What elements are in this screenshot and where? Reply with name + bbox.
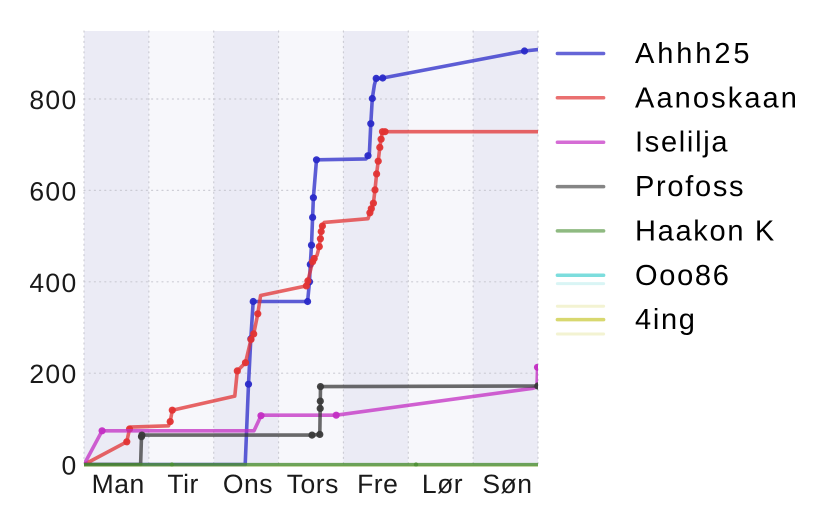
svg-text:Ons: Ons — [223, 469, 273, 499]
svg-text:4ing: 4ing — [635, 304, 697, 336]
svg-text:Iselilja: Iselilja — [635, 127, 729, 159]
svg-text:600: 600 — [29, 176, 77, 206]
svg-text:Aanoskaan: Aanoskaan — [635, 82, 799, 114]
svg-text:Ahhh25: Ahhh25 — [635, 38, 752, 70]
svg-text:400: 400 — [29, 268, 77, 298]
svg-text:800: 800 — [29, 85, 77, 115]
svg-text:Lør: Lør — [422, 469, 463, 499]
svg-text:Tors: Tors — [287, 469, 339, 499]
svg-text:Ooo86: Ooo86 — [635, 260, 731, 292]
svg-text:Søn: Søn — [482, 469, 532, 499]
svg-text:200: 200 — [29, 359, 77, 389]
svg-text:Tir: Tir — [167, 469, 198, 499]
svg-text:Profoss: Profoss — [635, 171, 745, 203]
svg-text:0: 0 — [61, 451, 77, 481]
svg-text:Haakon K: Haakon K — [635, 215, 776, 247]
svg-text:Man: Man — [92, 469, 145, 499]
svg-text:Fre: Fre — [357, 469, 398, 499]
